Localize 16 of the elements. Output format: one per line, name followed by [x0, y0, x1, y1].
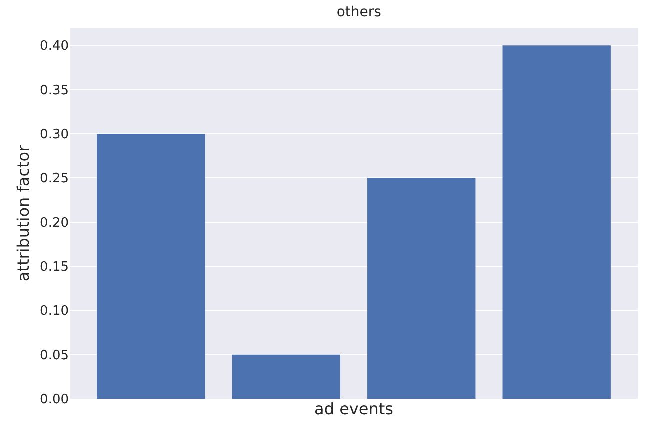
y-tick-label: 0.35 — [40, 83, 69, 98]
bar — [368, 178, 476, 399]
y-tick-label: 0.00 — [40, 392, 69, 408]
x-axis-title: ad events — [314, 400, 394, 419]
y-axis-title: attribution factor — [14, 144, 33, 282]
y-tick-label: 0.15 — [40, 260, 69, 276]
y-tick-label: 0.25 — [40, 172, 69, 187]
y-tick-label: 0.20 — [40, 216, 69, 231]
bar — [502, 46, 611, 399]
y-tick-label: 0.30 — [40, 128, 69, 143]
bar — [232, 354, 340, 399]
y-tick-label: 0.05 — [40, 348, 69, 364]
y-tick-label: 0.10 — [40, 304, 69, 320]
bar — [97, 134, 206, 399]
y-tick-label: 0.40 — [40, 39, 69, 54]
chart-title: others — [336, 4, 382, 20]
